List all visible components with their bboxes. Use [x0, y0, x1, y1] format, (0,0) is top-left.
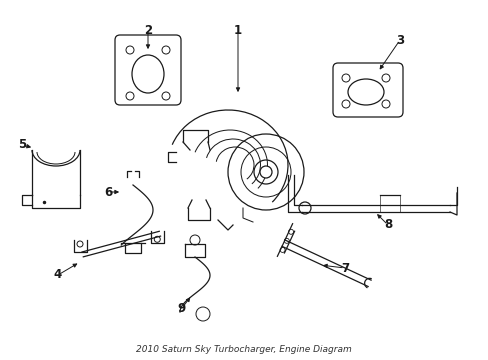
Text: 1: 1: [233, 23, 242, 36]
Text: 8: 8: [383, 219, 391, 231]
Text: 4: 4: [54, 269, 62, 282]
Text: 9: 9: [178, 302, 186, 315]
Text: 6: 6: [103, 185, 112, 198]
Text: 2: 2: [143, 23, 152, 36]
Text: 7: 7: [340, 261, 348, 274]
Text: 3: 3: [395, 33, 403, 46]
Circle shape: [260, 166, 271, 178]
Text: 2010 Saturn Sky Turbocharger, Engine Diagram: 2010 Saturn Sky Turbocharger, Engine Dia…: [136, 346, 351, 355]
Text: 5: 5: [18, 139, 26, 152]
